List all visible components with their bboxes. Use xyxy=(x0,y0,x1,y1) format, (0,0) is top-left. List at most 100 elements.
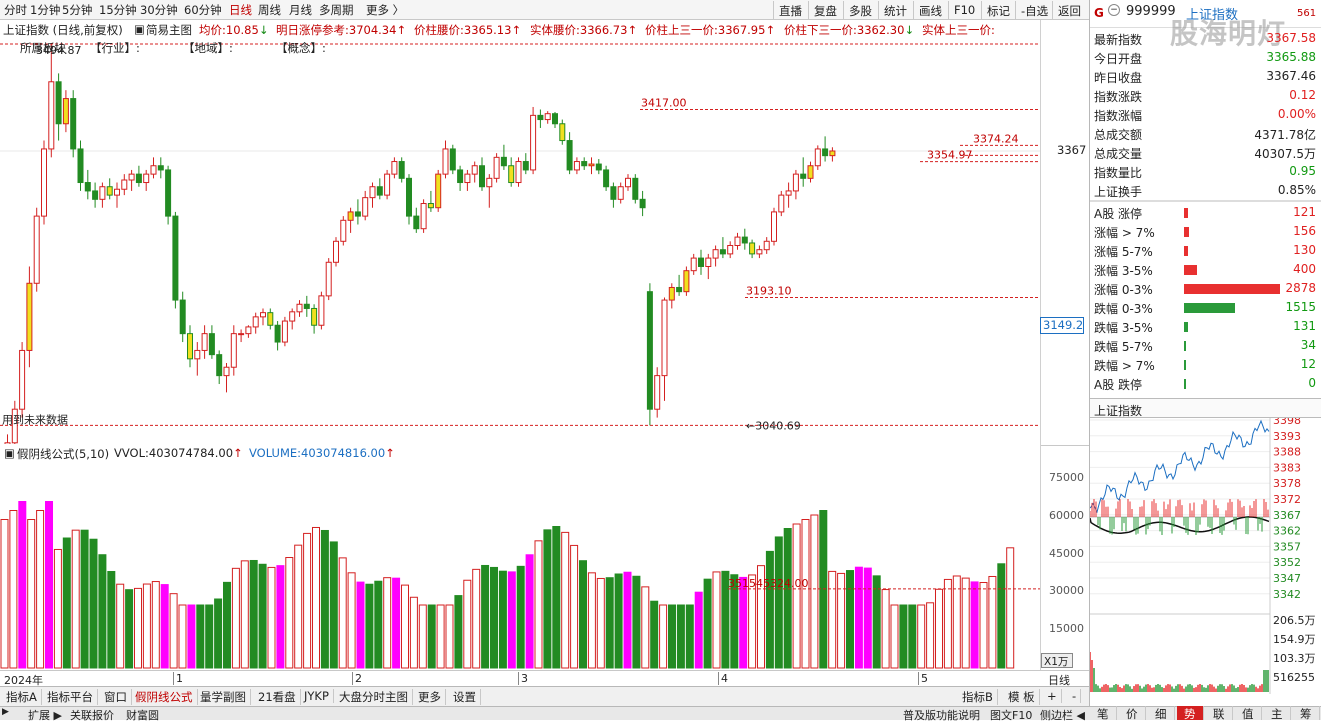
concept-tag[interactable]: 【概念】: xyxy=(276,41,326,55)
toolbar-button[interactable]: 多股 xyxy=(843,1,877,19)
panel-view-tab[interactable]: 筹 xyxy=(1293,706,1320,721)
expand-icon[interactable]: ▶ xyxy=(2,707,9,717)
sidebar-toggle-button[interactable]: 侧边栏 ◀ xyxy=(1040,709,1085,722)
vol-indicator-icon[interactable]: ▣ xyxy=(4,446,15,460)
candle xyxy=(617,186,624,200)
panel-view-tab[interactable]: 主 xyxy=(1264,706,1291,721)
indicator-tab[interactable]: 更多 xyxy=(414,689,446,705)
panel-view-tab[interactable]: 值 xyxy=(1235,706,1262,721)
waist-value: 3365.13 xyxy=(463,23,512,37)
intraday-mini-chart[interactable]: 3398 3393 3388 3383 3378 3372 3367 3362 3357 3352… xyxy=(1090,418,1321,694)
candle xyxy=(187,333,193,360)
main-indicator-icon[interactable]: ▣ xyxy=(134,22,145,36)
period-tab[interactable]: 1分钟 xyxy=(30,3,61,17)
period-tab[interactable]: 60分钟 xyxy=(184,3,222,17)
period-tab[interactable]: 日线 xyxy=(229,3,252,17)
volume-bar xyxy=(721,570,730,669)
toolbar-button[interactable]: 返回 xyxy=(1052,1,1086,19)
upper-third-value: 3367.95 xyxy=(717,23,766,37)
toolbar-button[interactable]: 标记 xyxy=(981,1,1015,19)
candle xyxy=(216,354,223,377)
indicator-tab[interactable]: 量学副图 xyxy=(196,689,251,705)
candle xyxy=(303,303,310,309)
candle xyxy=(398,161,405,179)
related-quote-button[interactable]: 关联报价 xyxy=(70,709,114,722)
candle xyxy=(55,81,62,125)
period-tab[interactable]: 30分钟 xyxy=(140,3,178,17)
candle xyxy=(610,186,617,200)
candle xyxy=(70,98,77,150)
toolbar-button[interactable]: -自选 xyxy=(1015,1,1053,19)
period-tab[interactable]: 分时 xyxy=(4,3,27,17)
period-tab[interactable]: 月线 xyxy=(289,3,312,17)
period-tab[interactable]: 15分钟 xyxy=(99,3,137,17)
volume-bar xyxy=(303,532,312,669)
indicator-tab[interactable]: JYKP xyxy=(300,689,334,703)
volume-bar xyxy=(134,587,142,669)
indicator-right-button[interactable]: - xyxy=(1068,689,1082,703)
period-tab[interactable]: 5分钟 xyxy=(62,3,93,17)
panel-view-tab[interactable]: 细 xyxy=(1148,706,1175,721)
toolbar-button[interactable]: 画线 xyxy=(913,1,947,19)
edition-info-button[interactable]: 普及版功能说明 xyxy=(903,709,980,722)
panel-view-tab[interactable]: 价 xyxy=(1119,706,1146,721)
volume-chart[interactable]: 351545324.00 xyxy=(0,444,1040,670)
indicator-tab[interactable]: 设置 xyxy=(449,689,481,705)
indicator-tab[interactable]: 指标A xyxy=(2,689,42,705)
extend-button[interactable]: 扩展 ▶ xyxy=(28,709,62,722)
indicator-right-button[interactable]: 指标B xyxy=(958,689,998,705)
candle xyxy=(143,173,150,184)
volume-bar xyxy=(872,575,881,669)
panel-view-tab[interactable]: 势 xyxy=(1177,706,1204,721)
f10-graphic-button[interactable]: 图文F10 xyxy=(990,709,1033,722)
region-tag[interactable]: 【地域】: xyxy=(183,41,233,55)
volume-bar xyxy=(997,563,1006,669)
mini-vol-tick: 103.3万 xyxy=(1273,652,1316,665)
period-button[interactable]: 日线 xyxy=(1048,674,1070,687)
minus-circle-icon[interactable]: − xyxy=(1108,4,1120,16)
breadth-bar xyxy=(1184,379,1186,389)
period-tab[interactable]: 多周期 xyxy=(319,3,354,17)
volume-bar xyxy=(801,519,810,669)
volume-bar xyxy=(27,519,36,669)
industry-tag[interactable]: 【行业】: xyxy=(90,41,140,55)
indicator-right-button[interactable]: 模 板 xyxy=(1004,689,1040,705)
indicator-tab[interactable]: 假阴线公式 xyxy=(131,689,198,705)
candle xyxy=(785,190,792,196)
toolbar-button[interactable]: 复盘 xyxy=(808,1,842,19)
candle xyxy=(179,299,186,335)
period-tab[interactable]: 更多 〉 xyxy=(366,3,405,17)
volume-annotation: 351545324.00 xyxy=(728,577,808,590)
indicator-tab[interactable]: 窗口 xyxy=(100,689,132,705)
vol-indicator-name[interactable]: 假阴线公式(5,10) xyxy=(17,447,110,461)
wealth-circle-button[interactable]: 财富圆 xyxy=(126,709,159,722)
volume-bar xyxy=(490,566,498,669)
chart-annotation: ←3040.69 xyxy=(746,419,801,432)
candle xyxy=(486,177,493,188)
sector-tag-label[interactable]: 所属板块 xyxy=(20,41,66,55)
period-tab[interactable]: 周线 xyxy=(258,3,281,17)
toolbar-button[interactable]: F10 xyxy=(948,1,980,19)
candle xyxy=(683,270,690,293)
toolbar-button[interactable]: 统计 xyxy=(878,1,912,19)
candle xyxy=(727,244,734,255)
indicator-tab[interactable]: 大盘分时主图 xyxy=(335,689,413,705)
main-indicator-name[interactable]: 简易主图 xyxy=(146,23,192,37)
toolbar-button[interactable]: 直播 xyxy=(773,1,807,19)
quote-stat-row: 上证换手 0.85% xyxy=(1094,181,1318,200)
panel-view-tab[interactable]: 笔 xyxy=(1090,706,1117,721)
candle xyxy=(559,123,566,142)
volume-bar xyxy=(178,604,187,669)
candle xyxy=(449,148,456,171)
candle xyxy=(668,286,675,301)
indicator-tab[interactable]: 21看盘 xyxy=(254,689,301,705)
indicator-right-button[interactable]: + xyxy=(1043,689,1062,703)
volume-bar xyxy=(160,584,169,669)
volume-bar xyxy=(276,565,285,669)
panel-view-tab[interactable]: 联 xyxy=(1206,706,1233,721)
indicator-tab[interactable]: 指标平台 xyxy=(43,689,98,705)
candle xyxy=(4,442,11,444)
candle xyxy=(508,165,515,184)
breadth-row: A股 跌停 0 xyxy=(1094,374,1318,393)
